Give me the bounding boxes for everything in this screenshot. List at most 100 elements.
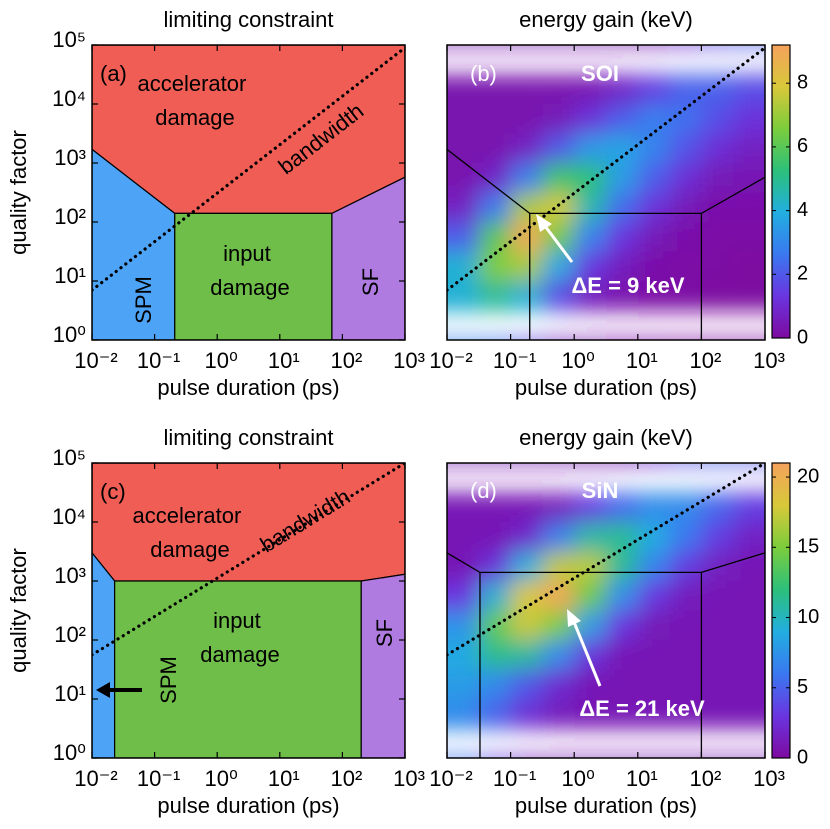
axes-frame (446, 462, 766, 759)
x-tick-label: 10⁰ (562, 766, 595, 791)
colorbar-tick-label: 0 (797, 326, 808, 348)
heat-cell (510, 251, 544, 282)
heat-cell (510, 521, 544, 553)
y-tick-label: 10⁴ (52, 504, 86, 529)
heat-cell (447, 698, 480, 730)
heat-cell (637, 521, 671, 553)
heat-cell (478, 639, 512, 671)
heat-cell (733, 251, 765, 282)
heat-cell (701, 580, 735, 612)
heat-cell (542, 280, 576, 312)
heat-cell (478, 133, 512, 164)
annotation-arrow (543, 225, 574, 263)
heat-cell (733, 221, 765, 253)
x-tick-label: 10¹ (268, 348, 300, 373)
heat-cell (606, 669, 639, 700)
heat-cell (701, 698, 735, 730)
heat-cell (447, 133, 480, 164)
x-tick-label: 10³ (393, 766, 425, 791)
heat-cell (574, 133, 608, 164)
heat-cell (606, 103, 639, 135)
heat-cell (637, 698, 671, 730)
heat-cell (701, 492, 735, 523)
panel-label: (a) (100, 61, 127, 86)
y-tick-label: 10⁵ (52, 445, 86, 470)
y-tick-label: 10⁴ (52, 86, 86, 111)
heat-cell (478, 221, 512, 253)
heat-cell (733, 103, 765, 135)
heat-cell (637, 133, 671, 164)
heat-cell (478, 669, 512, 700)
colorbar-scale (771, 462, 791, 759)
panel-label: (c) (100, 479, 126, 504)
x-tick-label: 10² (331, 766, 363, 791)
heat-cell (606, 133, 639, 164)
material-label: SOI (581, 61, 619, 86)
heat-cell (606, 74, 639, 105)
colorbar-tick-label: 15 (797, 536, 819, 558)
heat-cell (606, 610, 639, 641)
heat-cell (574, 492, 608, 523)
heat-cell (510, 669, 544, 700)
bandwidth-line (92, 46, 405, 292)
heat-cell (701, 610, 735, 641)
heat-cell (701, 639, 735, 671)
heat-cell (478, 492, 512, 523)
heat-cell (542, 74, 576, 105)
heat-cell (606, 492, 639, 523)
heat-cell (574, 74, 608, 105)
material-label: SiN (582, 478, 619, 503)
heat-cell (637, 74, 671, 105)
y-tick-label: 10³ (54, 563, 86, 588)
heat-cell (733, 492, 765, 523)
heat-cell (447, 192, 480, 223)
heat-cell (733, 551, 765, 582)
heat-cell (701, 521, 735, 553)
chart-title: energy gain (keV) (519, 7, 693, 32)
heat-cell (733, 133, 765, 164)
heat-cell (733, 669, 765, 700)
heat-cell (606, 280, 639, 312)
y-tick-label: 10¹ (54, 263, 86, 288)
heat-cell (637, 103, 671, 135)
colorbar-tick-label: 8 (797, 71, 808, 93)
bandwidth-line (447, 463, 765, 657)
heat-cell (637, 221, 671, 253)
heat-cell (542, 551, 576, 582)
heat-cell (510, 221, 544, 253)
heat-cell (574, 162, 608, 194)
annotation-arrow (572, 621, 602, 687)
heat-cell (447, 74, 480, 105)
heat-cell (733, 192, 765, 223)
heat-cell (574, 103, 608, 135)
x-axis-label: pulse duration (ps) (515, 793, 697, 818)
heat-cell (542, 669, 576, 700)
heat-cell (447, 669, 480, 700)
region-label: accelerator damage (138, 71, 253, 130)
region-label: accelerator damage (133, 503, 248, 562)
heat-cell (447, 103, 480, 135)
heat-cell (510, 610, 544, 641)
heat-cell (478, 580, 512, 612)
heat-cell (733, 639, 765, 671)
heat-cell (447, 251, 480, 282)
colorbar-scale (771, 44, 791, 339)
heat-cell (574, 251, 608, 282)
y-tick-label: 10⁰ (53, 740, 86, 765)
heat-cell (510, 551, 544, 582)
heat-cell (510, 280, 544, 312)
heat-cell (542, 162, 576, 194)
heat-cell (510, 639, 544, 671)
heat-cell (637, 580, 671, 612)
heat-cell (733, 74, 765, 105)
plot-area (447, 463, 765, 758)
x-axis-label: pulse duration (ps) (157, 793, 339, 818)
heat-cell (669, 133, 703, 164)
heat-cell (510, 492, 544, 523)
heat-cell (574, 580, 608, 612)
heat-cell (478, 192, 512, 223)
x-tick-label: 10⁻¹ (137, 766, 180, 791)
heat-cell (478, 74, 512, 105)
heat-cell (542, 103, 576, 135)
heat-cell (733, 610, 765, 641)
